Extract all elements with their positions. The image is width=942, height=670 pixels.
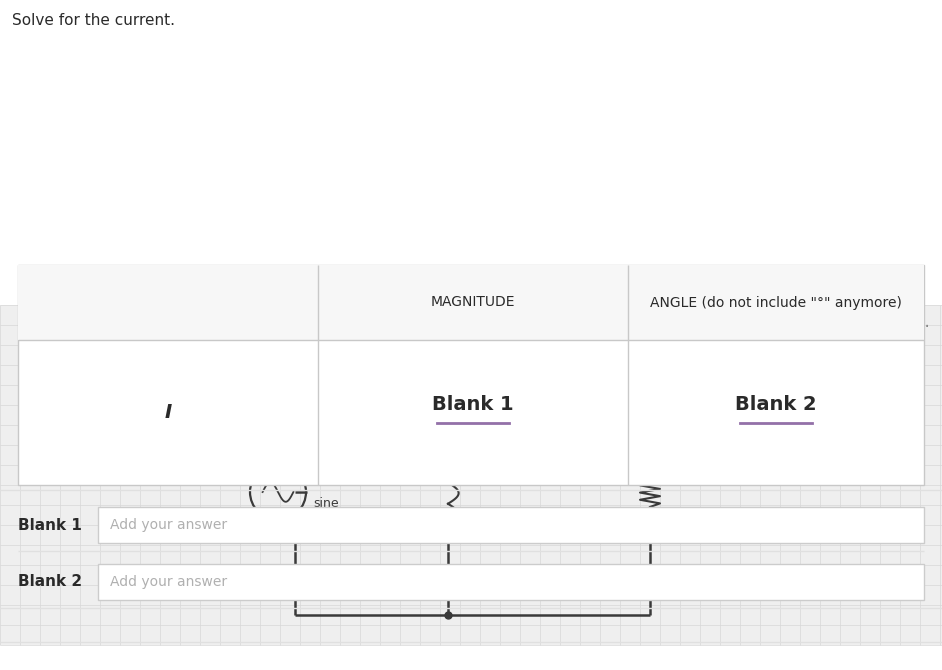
Text: +: + bbox=[288, 470, 296, 480]
Text: Add your answer: Add your answer bbox=[110, 575, 227, 589]
Text: I: I bbox=[164, 403, 171, 422]
Bar bbox=[18, 265, 924, 485]
Bar bbox=[0, 305, 942, 645]
Text: 10 V: 10 V bbox=[313, 473, 341, 486]
Text: 5Ω: 5Ω bbox=[680, 413, 699, 427]
Text: 5Ω: 5Ω bbox=[664, 468, 683, 482]
Text: I: I bbox=[322, 318, 327, 333]
Text: Add your answer: Add your answer bbox=[110, 518, 227, 532]
Text: ...: ... bbox=[915, 313, 930, 331]
Text: 4Ω: 4Ω bbox=[462, 476, 481, 490]
Text: MAGNITUDE: MAGNITUDE bbox=[430, 295, 515, 310]
Bar bbox=[0, 260, 942, 305]
Text: Blank 2: Blank 2 bbox=[18, 574, 82, 590]
Text: −: − bbox=[258, 504, 267, 514]
Bar bbox=[98, 564, 924, 600]
Text: 3Ω: 3Ω bbox=[462, 392, 481, 406]
Text: Blank 1: Blank 1 bbox=[432, 395, 513, 414]
Text: ANGLE (do not include "°" anymore): ANGLE (do not include "°" anymore) bbox=[650, 295, 901, 310]
Bar bbox=[18, 265, 924, 340]
Text: Solve for the current.: Solve for the current. bbox=[12, 13, 175, 28]
Text: sine: sine bbox=[313, 497, 338, 510]
Text: Blank 1: Blank 1 bbox=[18, 517, 82, 533]
Bar bbox=[98, 507, 924, 543]
Text: Blank 2: Blank 2 bbox=[735, 395, 817, 414]
